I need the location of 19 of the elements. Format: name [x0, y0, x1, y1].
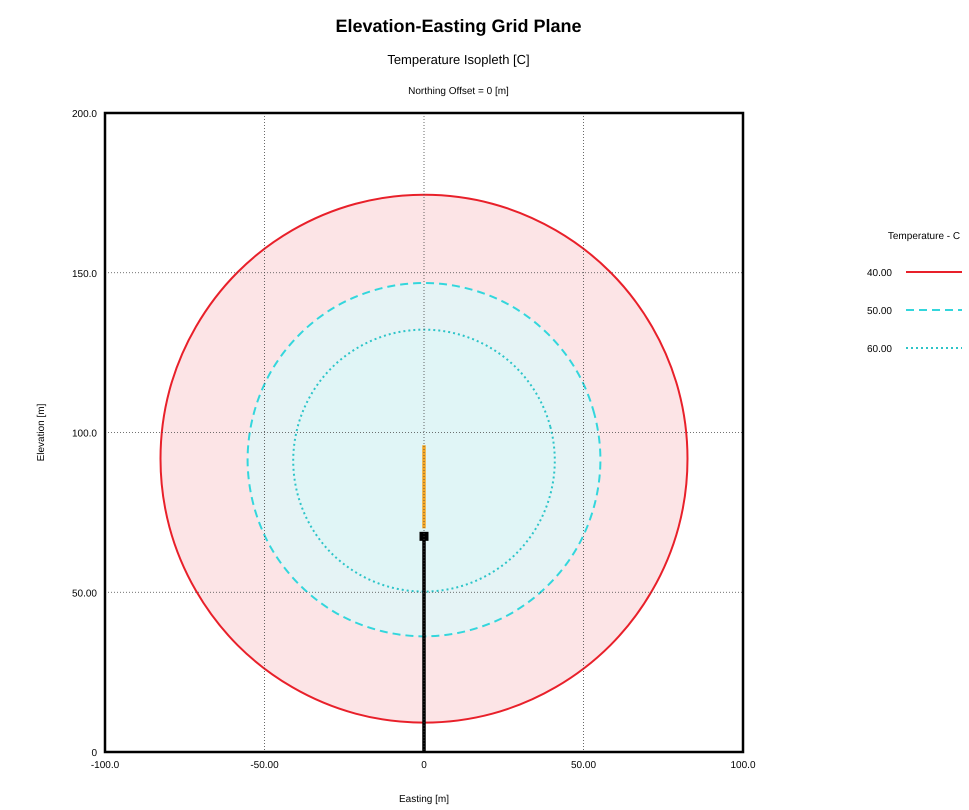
x-tick-label: 50.00	[570, 760, 596, 771]
legend-title: Temperature - C	[888, 231, 960, 242]
chart-subtitle: Temperature Isopleth [C]	[387, 52, 530, 67]
y-tick-label: 50.00	[72, 588, 98, 600]
text: 60.00	[866, 344, 892, 355]
x-tick-label: -100.0	[90, 760, 120, 771]
chart-title: Elevation-Easting Grid Plane	[335, 16, 582, 36]
x-tick-label: 0	[421, 760, 428, 771]
y-tick-label: 100.0	[72, 428, 98, 440]
x-tick-label: -50.00	[250, 760, 280, 771]
text: Northing Offset = 0 [m]	[408, 86, 510, 97]
y-tick-label: 0	[91, 748, 98, 759]
x-axis-title: Easting [m]	[398, 794, 450, 805]
text: 50.00	[866, 306, 892, 317]
y-tick-label: 150.0	[72, 268, 98, 280]
y-tick-label: 200.0	[72, 109, 98, 120]
y-axis-title: Elevation [m]	[36, 403, 47, 462]
text: 40.00	[866, 268, 892, 279]
x-tick-label: 100.0	[730, 760, 756, 771]
